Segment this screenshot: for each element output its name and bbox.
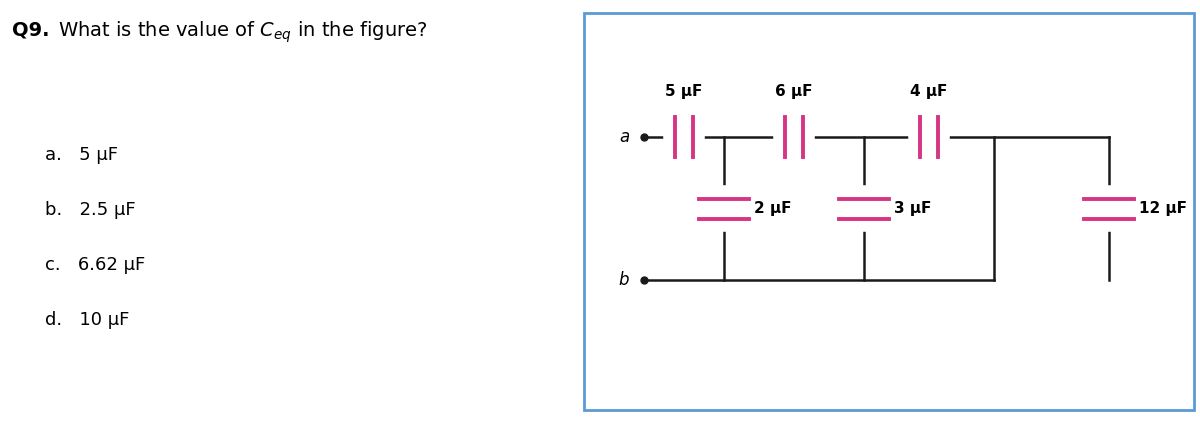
Bar (584, 13, 1194, 410)
Text: 4 μF: 4 μF (910, 84, 948, 99)
Text: d.   10 μF: d. 10 μF (44, 311, 130, 329)
Text: b: b (619, 271, 629, 289)
Text: c.   6.62 μF: c. 6.62 μF (44, 256, 145, 274)
Text: 2 μF: 2 μF (754, 201, 792, 216)
Text: 6 μF: 6 μF (775, 84, 812, 99)
Text: a: a (619, 128, 629, 146)
Text: Q9.: Q9. (12, 20, 49, 39)
Text: 3 μF: 3 μF (894, 201, 931, 216)
Text: 5 μF: 5 μF (666, 84, 703, 99)
Text: b.   2.5 μF: b. 2.5 μF (44, 201, 136, 219)
Text: 12 μF: 12 μF (1139, 201, 1187, 216)
Text: What is the value of $C_{eq}$ in the figure?: What is the value of $C_{eq}$ in the fig… (58, 20, 427, 45)
Text: a.   5 μF: a. 5 μF (44, 146, 118, 164)
